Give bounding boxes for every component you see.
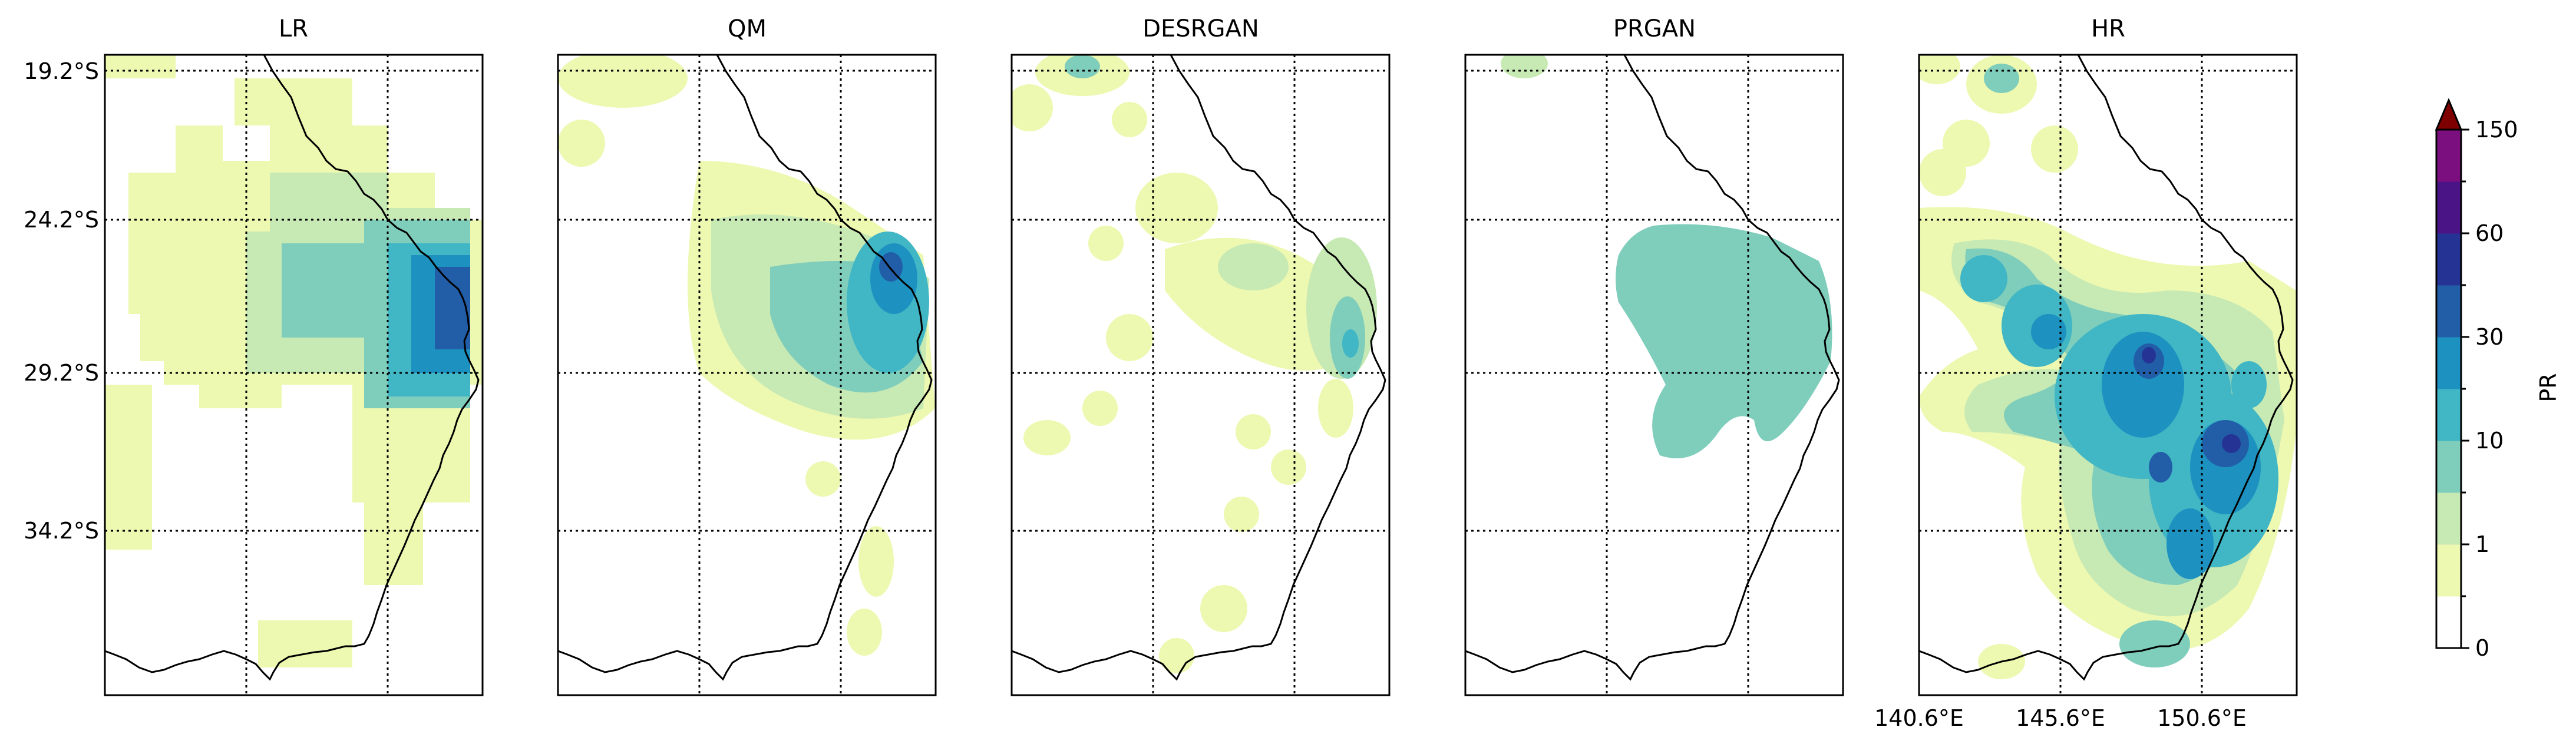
- lon-label-0: 140.6°E: [1874, 705, 1964, 731]
- map-panel-hr: [1913, 49, 2296, 679]
- colorbar-segment-9: [2436, 130, 2461, 182]
- colorbar-segment-3: [2436, 441, 2461, 493]
- lat-label-2: 29.2°S: [24, 360, 99, 386]
- colorbar-segment-7: [2436, 233, 2461, 286]
- colorbar-tick-label-2: 10: [2475, 428, 2504, 454]
- lat-label-0: 19.2°S: [24, 58, 99, 84]
- lat-label-3: 34.2°S: [24, 518, 99, 544]
- colorbar-segment-0: [2436, 596, 2461, 649]
- colorbar-segment-4: [2436, 389, 2461, 441]
- precip-field-hr: [1913, 49, 2296, 679]
- colorbar-label: PR: [2535, 373, 2561, 402]
- panel-title-qm: QM: [728, 15, 767, 42]
- panel-title-lr: LR: [279, 15, 308, 42]
- colorbar-tick-label-5: 150: [2475, 117, 2518, 143]
- colorbar-tick-label-0: 0: [2475, 635, 2489, 661]
- lon-label-1: 145.6°E: [2016, 705, 2105, 731]
- precip-field-desrgan: [1006, 49, 1377, 673]
- colorbar: 0 1 10 30 60 150: [2436, 100, 2518, 661]
- colorbar-tick-label-1: 1: [2475, 531, 2489, 557]
- colorbar-tick-label-3: 30: [2475, 324, 2504, 350]
- lat-label-1: 24.2°S: [24, 207, 99, 233]
- precip-field-lr: [105, 55, 482, 703]
- colorbar-segment-8: [2436, 181, 2461, 234]
- colorbar-tick-label-4: 60: [2475, 220, 2504, 246]
- lon-label-2: 150.6°E: [2157, 705, 2247, 731]
- precip-field-prgan: [1501, 49, 1832, 458]
- colorbar-segment-1: [2436, 544, 2461, 597]
- map-panel-desrgan: [1006, 49, 1385, 679]
- colorbar-extend-arrow: [2436, 100, 2461, 130]
- panel-title-hr: HR: [2091, 15, 2125, 42]
- map-panel-lr: [105, 55, 482, 703]
- map-panel-qm: [558, 49, 935, 679]
- colorbar-segment-6: [2436, 285, 2461, 338]
- colorbar-segment-2: [2436, 493, 2461, 545]
- map-panel-prgan: [1465, 49, 1839, 679]
- panel-title-desrgan: DESRGAN: [1142, 15, 1259, 42]
- precip-field-qm: [558, 49, 935, 656]
- panel-title-prgan: PRGAN: [1613, 15, 1696, 42]
- colorbar-segment-5: [2436, 337, 2461, 389]
